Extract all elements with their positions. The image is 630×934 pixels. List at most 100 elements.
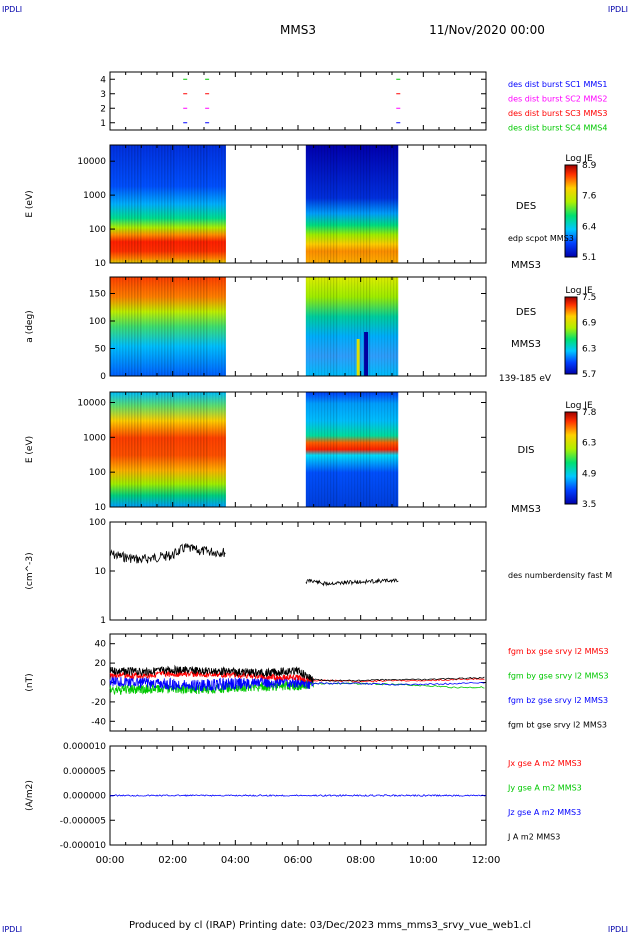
panels-group: 1 2 3 4 des dist burst SC1 MMS1 des dist burs… <box>25 71 612 866</box>
legend-burst-1: des dist burst SC1 MMS1 <box>508 80 607 89</box>
dis-energy-spectrogram-streak <box>323 392 326 507</box>
dis-energy-spectrogram-streak <box>359 392 362 507</box>
des-pitch-spectrogram-streak <box>170 277 172 376</box>
des-energy-spectrogram-streak <box>308 145 311 263</box>
des-pitch-spectrogram-streak <box>209 277 211 376</box>
des-pitch-spectrogram-streak <box>380 277 383 376</box>
des-energy-spectrogram-streak <box>377 145 380 263</box>
des-energy-spectrogram-streak <box>134 145 136 263</box>
des-energy-spectrogram-streak <box>116 145 118 263</box>
dis-energy-spectrogram-streak <box>146 392 148 507</box>
des-energy-spectrogram-streak <box>176 145 178 263</box>
dis-energy-spectrogram-streak <box>392 392 395 507</box>
time-axis-label: 06:00 <box>284 855 313 866</box>
des-energy-spectrogram-streak <box>161 145 163 263</box>
density-line-segment-2 <box>305 577 399 587</box>
right-label-dis: DIS <box>518 445 535 456</box>
des-pitch-colorbar <box>564 296 578 375</box>
dis-energy-spectrogram-streak <box>200 392 202 507</box>
time-axis-label: 00:00 <box>96 855 125 866</box>
des-energy-spectrogram-streak <box>197 145 199 263</box>
y-axis-label: (cm^-3) <box>25 552 35 589</box>
des-energy-spectrogram-streak <box>224 145 226 263</box>
des-pitch-spectrogram-streak <box>200 277 202 376</box>
des-pitch-spectrogram-streak <box>320 277 323 376</box>
des-energy-spectrogram-streak <box>371 145 374 263</box>
dis-energy-spectrogram-streak <box>167 392 169 507</box>
dis-energy-spectrogram-streak <box>332 392 335 507</box>
dis-energy-spectrogram-streak <box>308 392 311 507</box>
des-energy-spectrogram-streak <box>221 145 223 263</box>
des-energy-spectrogram-streak <box>332 145 335 263</box>
des-energy-spectrogram-streak <box>125 145 127 263</box>
right-label-mms3-pitch: MMS3 <box>511 339 541 350</box>
dis-energy-colorbar <box>564 411 578 505</box>
des-pitch-spectrogram-streak <box>203 277 205 376</box>
pitch-streak-blue <box>364 332 369 376</box>
y-tick-label: 100 <box>89 518 106 528</box>
des-pitch-spectrogram-streak <box>173 277 175 376</box>
dis-energy-spectrogram-streak <box>224 392 226 507</box>
des-pitch-spectrogram-streak <box>221 277 223 376</box>
dis-energy-colorbar-title: Log JE <box>565 401 593 411</box>
dis-energy-colorbar-tick: 6.3 <box>582 439 596 449</box>
corner-label-top-right: IPDLI <box>608 5 628 14</box>
des-energy-spectrogram-streak <box>194 145 196 263</box>
des-pitch-spectrogram-streak <box>305 277 308 376</box>
dis-energy-spectrogram-streak <box>182 392 184 507</box>
des-pitch-spectrogram-streak <box>311 277 314 376</box>
des-energy-spectrogram-streak <box>203 145 205 263</box>
des-pitch-spectrogram-streak <box>128 277 130 376</box>
des-energy-spectrogram-streak <box>212 145 214 263</box>
des-pitch-spectrogram-streak <box>335 277 338 376</box>
des-energy-spectrogram-streak <box>386 145 389 263</box>
dis-energy-spectrogram-streak <box>131 392 133 507</box>
des-pitch-spectrogram-streak <box>329 277 332 376</box>
des-pitch-spectrogram-streak <box>182 277 184 376</box>
des-pitch-spectrogram-streak <box>188 277 190 376</box>
corner-label-bottom-right: IPDLI <box>608 925 628 934</box>
des-energy-spectrogram-streak <box>320 145 323 263</box>
des-energy-spectrogram-streak <box>350 145 353 263</box>
des-pitch-spectrogram-streak <box>317 277 320 376</box>
dis-energy-spectrogram-streak <box>176 392 178 507</box>
des-pitch-spectrogram-streak <box>197 277 199 376</box>
des-pitch-spectrogram-streak <box>167 277 169 376</box>
legend-current-0: Jx gse A m2 MMS3 <box>507 759 582 768</box>
legend-burst-4: des dist burst SC4 MMS4 <box>508 124 607 133</box>
dis-energy-spectrogram-streak <box>350 392 353 507</box>
dis-energy-spectrogram-streak <box>194 392 196 507</box>
des-energy-spectrogram-streak <box>149 145 151 263</box>
y-tick-label: 100 <box>89 468 106 478</box>
des-energy-spectrogram-streak <box>122 145 124 263</box>
des-energy-spectrogram-streak <box>374 145 377 263</box>
y-tick-label: 4 <box>100 75 106 85</box>
right-label-energy-range: 139-185 eV <box>499 374 552 384</box>
des-energy-spectrogram-streak <box>392 145 395 263</box>
legend-current-2: Jz gse A m2 MMS3 <box>507 808 581 817</box>
des-energy-spectrogram-streak <box>128 145 130 263</box>
current-line <box>109 794 486 797</box>
y-tick-label: 3 <box>100 90 106 100</box>
dis-energy-spectrogram-streak <box>143 392 145 507</box>
des-pitch-colorbar-title: Log JE <box>565 286 593 296</box>
des-energy-colorbar <box>564 164 578 258</box>
des-pitch-spectrogram-streak <box>146 277 148 376</box>
des-energy-spectrogram-streak <box>164 145 166 263</box>
dis-energy-spectrogram-streak <box>119 392 121 507</box>
des-pitch-spectrogram-streak <box>152 277 154 376</box>
y-axis-label: (nT) <box>25 673 35 691</box>
des-energy-spectrogram-streak <box>209 145 211 263</box>
des-pitch-spectrogram-streak <box>389 277 392 376</box>
des-pitch-spectrogram-streak <box>140 277 142 376</box>
right-label-mms3: MMS3 <box>511 260 541 271</box>
y-tick-label: 10000 <box>77 157 106 167</box>
dis-energy-spectrogram-streak <box>344 392 347 507</box>
des-energy-colorbar-tick: 8.9 <box>582 161 597 171</box>
des-pitch-spectrogram-streak <box>308 277 311 376</box>
des-pitch-spectrogram-streak <box>179 277 181 376</box>
des-pitch-spectrogram-streak <box>149 277 151 376</box>
y-tick-label: 10 <box>95 567 107 577</box>
des-pitch-colorbar-tick: 6.9 <box>582 319 597 329</box>
y-tick-label: 40 <box>95 640 107 650</box>
